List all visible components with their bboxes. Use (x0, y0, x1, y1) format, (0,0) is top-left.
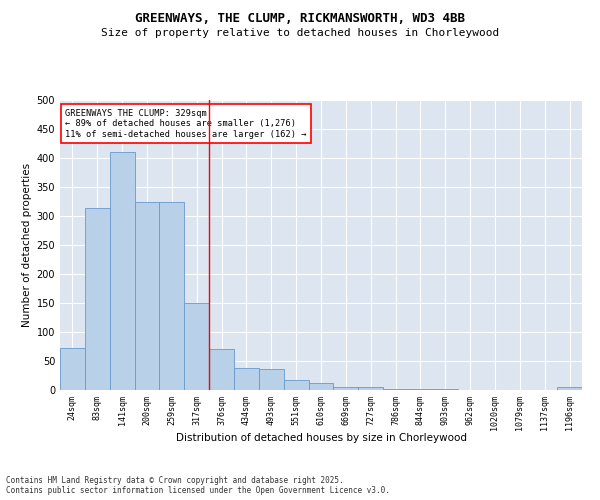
Bar (209, 350, 234, 390)
Bar (308, 383, 334, 390)
Text: GREENWAYS THE CLUMP: 329sqm
← 89% of detached houses are smaller (1,276)
11% of : GREENWAYS THE CLUMP: 329sqm ← 89% of det… (65, 108, 307, 138)
Bar (110, 152, 134, 390)
X-axis label: Distribution of detached houses by size in Chorleywood: Distribution of detached houses by size … (176, 432, 467, 442)
Y-axis label: Number of detached properties: Number of detached properties (22, 163, 32, 327)
Bar (383, 389, 408, 390)
Bar (334, 386, 358, 390)
Text: Contains HM Land Registry data © Crown copyright and database right 2025.
Contai: Contains HM Land Registry data © Crown c… (6, 476, 390, 495)
Bar (60, 348, 85, 390)
Text: Size of property relative to detached houses in Chorleywood: Size of property relative to detached ho… (101, 28, 499, 38)
Bar (134, 202, 160, 390)
Bar (358, 386, 383, 390)
Bar (557, 387, 582, 390)
Bar (85, 208, 110, 390)
Text: GREENWAYS, THE CLUMP, RICKMANSWORTH, WD3 4BB: GREENWAYS, THE CLUMP, RICKMANSWORTH, WD3… (135, 12, 465, 26)
Bar (184, 303, 209, 390)
Bar (284, 380, 308, 390)
Bar (234, 368, 259, 390)
Bar (160, 202, 184, 390)
Bar (259, 369, 284, 390)
